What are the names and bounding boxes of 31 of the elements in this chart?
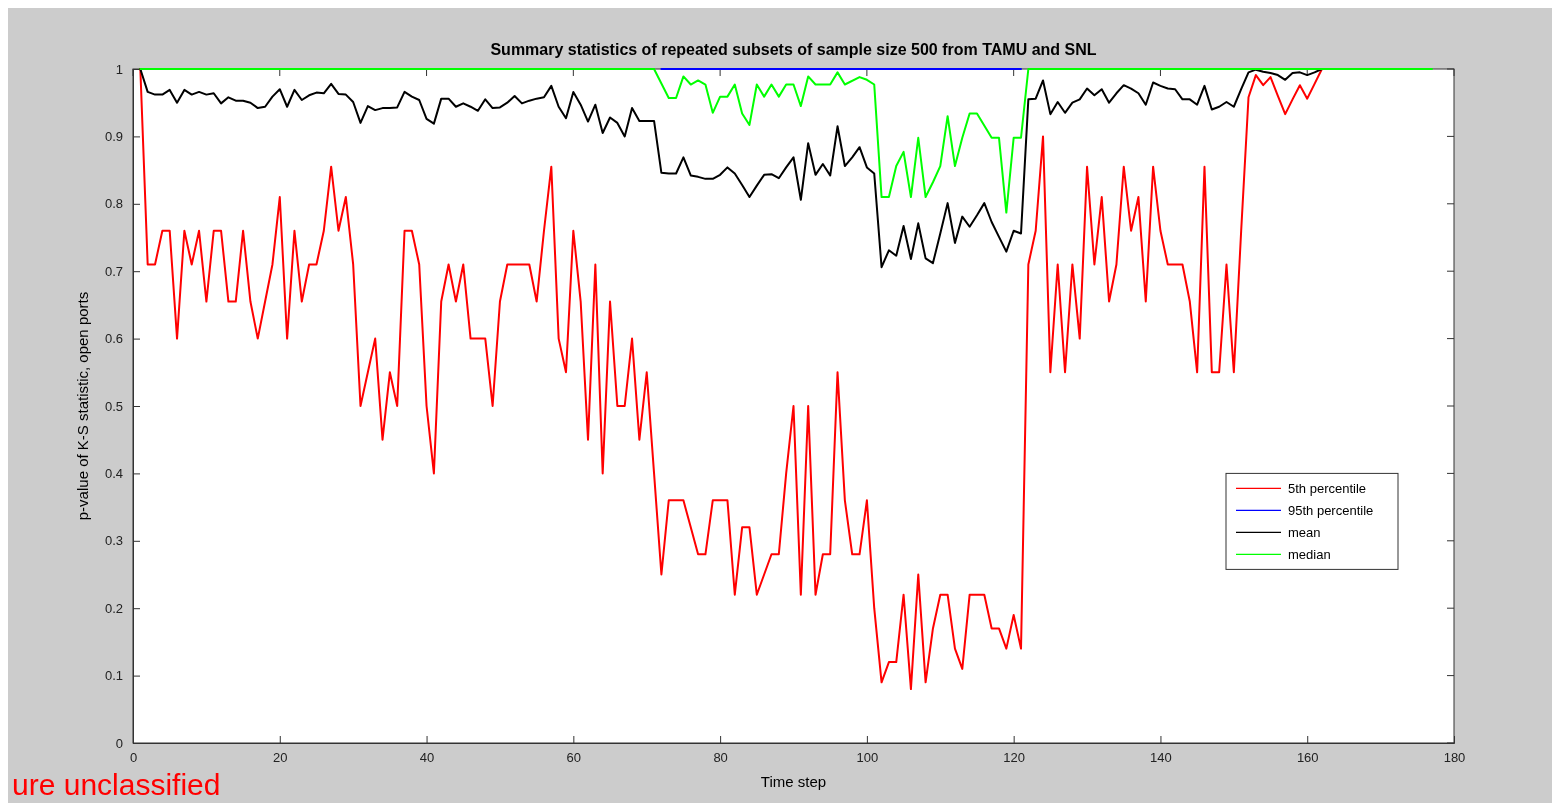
- legend-label: 95th percentile: [1288, 503, 1374, 519]
- line-series: [139, 68, 1323, 269]
- y-axis-title: p-value of K-S statistic, open ports: [74, 291, 91, 521]
- legend-label: median: [1288, 547, 1331, 563]
- y-tick-label: 0.7: [104, 263, 123, 279]
- x-tick-label: 140: [1150, 750, 1172, 766]
- y-tick-label: 0.6: [104, 331, 123, 347]
- x-tick-label: 0: [129, 750, 138, 766]
- x-tick-label: 20: [273, 750, 288, 766]
- x-tick-label: 160: [1296, 750, 1319, 766]
- legend-label: mean: [1288, 525, 1321, 541]
- y-tick-label: 0.9: [104, 129, 123, 145]
- x-tick-label: 60: [566, 750, 582, 766]
- chart-title: Summary statistics of repeated subsets of sample size 500 from TAMU and SNL: [490, 41, 1097, 58]
- y-tick-label: 0.4: [104, 466, 123, 482]
- y-tick-label: 0.3: [104, 533, 123, 549]
- x-axis-title: Time step: [760, 773, 827, 790]
- x-tick-label: 180: [1443, 750, 1466, 766]
- x-tick-label: 120: [1003, 750, 1026, 766]
- line-series: [139, 68, 1433, 214]
- y-tick-label: 0: [115, 735, 123, 751]
- text: ure unclassified: [12, 768, 221, 801]
- y-tick-label: 0.2: [104, 600, 123, 616]
- legend-label: 5th percentile: [1288, 481, 1367, 497]
- y-tick-label: 0.1: [104, 668, 123, 684]
- x-tick-label: 80: [713, 750, 728, 766]
- y-tick-label: 1: [115, 61, 123, 77]
- y-tick-label: 0.5: [104, 398, 123, 414]
- y-tick-label: 0.8: [104, 196, 123, 212]
- x-tick-label: 100: [856, 750, 879, 766]
- x-tick-label: 40: [419, 750, 435, 766]
